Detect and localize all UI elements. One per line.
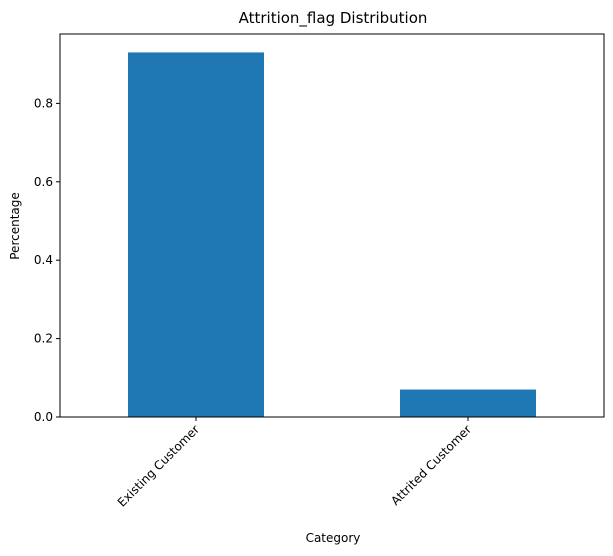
bar — [400, 389, 536, 417]
bar — [128, 52, 264, 417]
y-axis-label: Percentage — [8, 192, 22, 260]
y-tick-label: 0.4 — [34, 253, 53, 267]
chart-title: Attrition_flag Distribution — [239, 9, 428, 28]
axes-frame — [59, 33, 605, 418]
y-tick-label: 0.6 — [34, 175, 53, 189]
y-tick-label: 0.8 — [34, 96, 53, 110]
y-tick-label: 0.0 — [34, 410, 53, 424]
bars — [128, 52, 536, 417]
x-axis-label: Category — [306, 531, 361, 545]
y-tick-label: 0.2 — [34, 332, 53, 346]
